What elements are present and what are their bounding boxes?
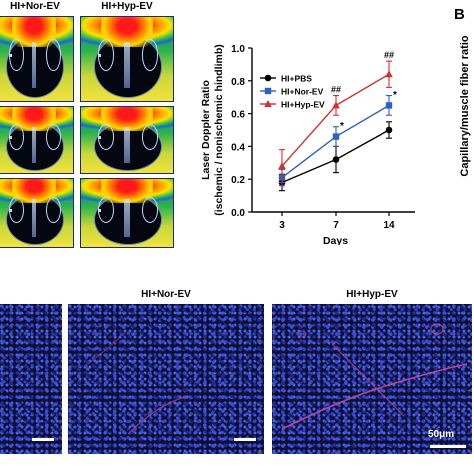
scale-label: 50μm [428,429,455,440]
legend-marker [264,100,272,107]
doppler-region [9,136,13,140]
legend-marker [264,74,272,82]
doppler-region [46,38,61,72]
doppler-image [0,106,74,174]
vessel-overlay [281,323,468,430]
vessel-overlay [87,333,189,435]
chart-axes: 0.0 0.2 0.4 0.6 0.8 1.0 3 7 14 Days Laser Doppler … [200,44,415,245]
scale-bar [234,438,256,441]
chart-legend: HI+PBS HI+Nor-EV HI+Hyp-EV [260,74,325,110]
x-tick-label: 7 [333,220,339,231]
legend-label: HI+Hyp-EV [281,100,325,110]
doppler-image [80,16,174,102]
x-tick-label: 14 [383,220,395,231]
doppler-region [9,53,13,57]
data-point [385,102,393,109]
doppler-image [80,106,174,174]
legend-label: HI+PBS [281,74,312,84]
doppler-image [80,178,174,248]
y-tick-label: 0.8 [231,77,245,88]
doppler-region [101,107,153,131]
panel-b-ylabel: Capillary/muscle fiber ratio [459,35,471,177]
histology-label-nor: HI+Nor-EV [141,289,191,300]
doppler-image [0,178,74,248]
data-point [385,70,393,78]
significance-annotation: * [393,90,397,101]
laser-doppler-chart: 0.0 0.2 0.4 0.6 0.8 1.0 3 7 14 Days Laser Doppler … [200,44,415,245]
doppler-region [97,53,101,57]
legend-label: HI+Nor-EV [281,87,324,97]
doppler-region [31,126,37,164]
data-point [332,101,340,109]
doppler-region [124,199,130,237]
significance-annotation: ## [331,84,341,94]
panel-letter-b: B [454,6,465,23]
y-tick-label: 1.0 [231,44,245,55]
x-axis-label: Days [323,235,348,245]
doppler-region [141,196,159,224]
doppler-region [46,196,61,224]
data-point [332,133,340,140]
y-tick-label: 0.4 [231,142,245,153]
y-tick-label: 0.0 [231,208,245,219]
data-point [385,126,393,134]
y-tick-label: 0.2 [231,175,245,186]
doppler-label-hyp: HI+Hyp-EV [101,1,153,12]
doppler-region [141,38,159,72]
legend-marker [264,87,272,95]
scale-bar [32,438,54,441]
doppler-region [12,107,56,131]
doppler-region [31,42,37,89]
doppler-region [46,124,61,150]
doppler-region [31,199,37,237]
histology-label-hyp: HI+Hyp-EV [346,289,398,300]
chart-series: ## * ## * [278,50,397,192]
x-tick-label: 3 [279,220,285,231]
doppler-region [97,136,101,140]
doppler-image [0,16,74,102]
histology-image-nor [68,304,264,454]
y-tick-label: 0.6 [231,110,245,121]
doppler-region [124,126,130,164]
histology-image-hyp: 50μm [272,304,472,454]
doppler-region [141,124,159,150]
y-axis-label-line: Laser Doppler Ratio [200,80,212,180]
doppler-label-nor: HI+Nor-EV [10,1,60,12]
doppler-region [9,208,13,212]
doppler-region [124,42,130,89]
y-axis-label-line: (ischemic / nonischemic hindlimb) [213,44,225,216]
doppler-region [97,208,101,212]
data-point [332,156,340,163]
significance-annotation: ## [384,50,394,60]
data-point [278,162,286,170]
y-axis-label: Laser Doppler Ratio(ischemic / nonischem… [200,44,225,216]
scale-bar [430,445,466,448]
histology-image-pbs [0,304,62,454]
significance-annotation: * [340,121,344,132]
